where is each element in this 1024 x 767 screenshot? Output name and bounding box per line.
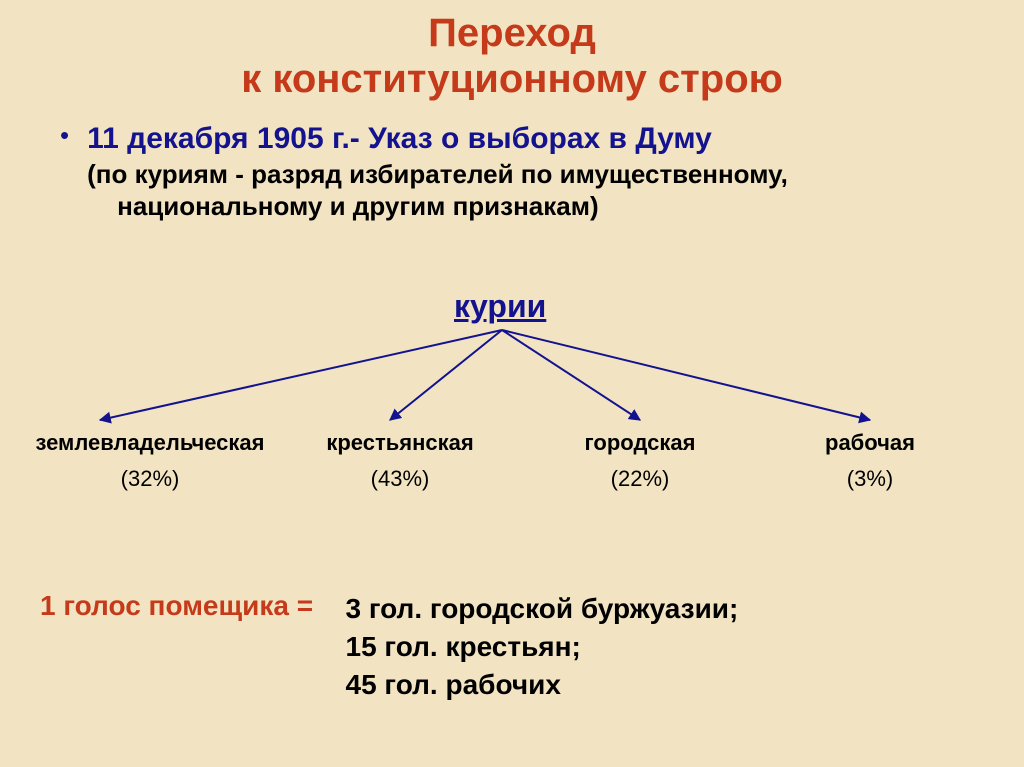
- title-line-2: к конституционному строю: [0, 56, 1024, 102]
- title-line-1: Переход: [0, 10, 1024, 56]
- decree-text: 11 декабря 1905 г.- Указ о выборах в Дум…: [87, 120, 788, 223]
- curia-item-pct: (43%): [280, 466, 520, 492]
- ratio-rhs-line: 15 гол. крестьян;: [346, 628, 739, 666]
- ratio-rhs-line: 3 гол. городской буржуазии;: [346, 590, 739, 628]
- curia-item-name: городская: [520, 430, 760, 456]
- ratio-rhs: 3 гол. городской буржуазии; 15 гол. крес…: [346, 590, 739, 703]
- curia-root-label: курии: [454, 288, 546, 325]
- slide: Переход к конституционному строю • 11 де…: [0, 0, 1024, 767]
- slide-title: Переход к конституционному строю: [0, 0, 1024, 102]
- curia-item-name: рабочая: [750, 430, 990, 456]
- curia-item-pct: (3%): [750, 466, 990, 492]
- curia-item: городская (22%): [520, 430, 760, 492]
- curia-item-name: крестьянская: [280, 430, 520, 456]
- curia-item-name: землевладельческая: [30, 430, 270, 456]
- decree-paren-1: (по куриям - разряд избирателей по имуще…: [87, 158, 788, 191]
- curia-item-pct: (22%): [520, 466, 760, 492]
- curia-item: рабочая (3%): [750, 430, 990, 492]
- curia-item-pct: (32%): [30, 466, 270, 492]
- bullet-dot-icon: •: [60, 120, 69, 151]
- curia-item: крестьянская (43%): [280, 430, 520, 492]
- decree-bullet: • 11 декабря 1905 г.- Указ о выборах в Д…: [0, 120, 1024, 223]
- vote-ratio: 1 голос помещика = 3 гол. городской бурж…: [40, 590, 738, 703]
- ratio-lhs: 1 голос помещика =: [40, 590, 313, 622]
- decree-date-name: 11 декабря 1905 г.- Указ о выборах в Дум…: [87, 120, 788, 158]
- curia-item: землевладельческая (32%): [30, 430, 270, 492]
- ratio-rhs-line: 45 гол. рабочих: [346, 666, 739, 704]
- decree-paren-2: национальному и другим признакам): [117, 190, 788, 223]
